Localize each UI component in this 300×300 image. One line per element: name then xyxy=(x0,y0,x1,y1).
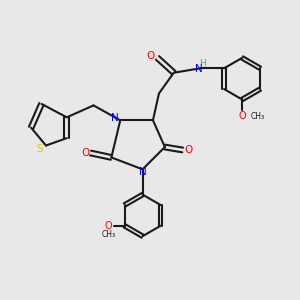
Text: O: O xyxy=(184,145,193,155)
Text: O: O xyxy=(81,148,89,158)
Text: N: N xyxy=(139,167,146,177)
Text: H: H xyxy=(199,59,206,68)
Text: S: S xyxy=(36,143,43,154)
Text: N: N xyxy=(111,113,119,123)
Text: O: O xyxy=(147,51,155,61)
Text: O: O xyxy=(238,111,246,122)
Text: CH₃: CH₃ xyxy=(251,112,265,121)
Text: CH₃: CH₃ xyxy=(102,230,116,238)
Text: N: N xyxy=(195,64,203,74)
Text: O: O xyxy=(105,221,112,231)
